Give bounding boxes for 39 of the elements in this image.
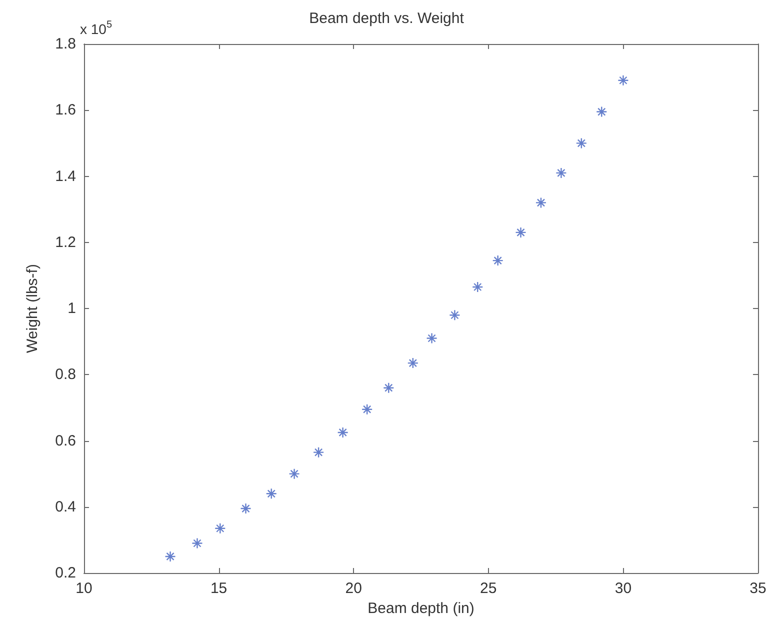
point: [556, 167, 567, 179]
y-tick-label: 0.8: [55, 366, 76, 384]
point: [407, 357, 419, 369]
y-axis-title: Weight (lbs-f): [24, 264, 41, 353]
point: [383, 382, 394, 394]
point: [492, 254, 504, 266]
x-tick-label: 25: [480, 580, 497, 597]
y-tick-label: 0.4: [55, 498, 76, 516]
x-axis-title: Beam depth (in): [368, 600, 474, 617]
point: [312, 446, 324, 458]
point: [535, 197, 547, 208]
x-tick-label: 30: [614, 580, 632, 597]
y-tick-label: 1.8: [55, 36, 76, 52]
x-tick-label: 20: [345, 580, 362, 597]
point: [240, 502, 252, 514]
point: [164, 550, 176, 562]
point: [472, 281, 484, 293]
x-tick-label: 15: [210, 580, 228, 597]
point: [596, 106, 608, 118]
y-tick-label: 1.6: [55, 102, 76, 119]
point: [337, 426, 348, 438]
point: [426, 332, 438, 344]
chart-title: Beam depth vs. Weight: [309, 10, 465, 27]
point: [449, 310, 460, 321]
x-tick-label: 10: [76, 580, 92, 597]
point: [515, 226, 526, 238]
point: [288, 468, 300, 480]
y-tick-label: 0.6: [55, 432, 76, 450]
point: [361, 404, 373, 415]
y-tick-label: 0.2: [55, 564, 76, 582]
y-tick-label: 1.2: [55, 234, 76, 251]
point: [266, 488, 277, 500]
point: [214, 522, 226, 534]
y-tick-label: 1.4: [55, 168, 76, 185]
point: [192, 538, 203, 549]
x-tick-label: 35: [750, 580, 766, 597]
y-tick-label: 1: [68, 300, 76, 317]
point: [576, 138, 588, 149]
point: [618, 74, 629, 86]
